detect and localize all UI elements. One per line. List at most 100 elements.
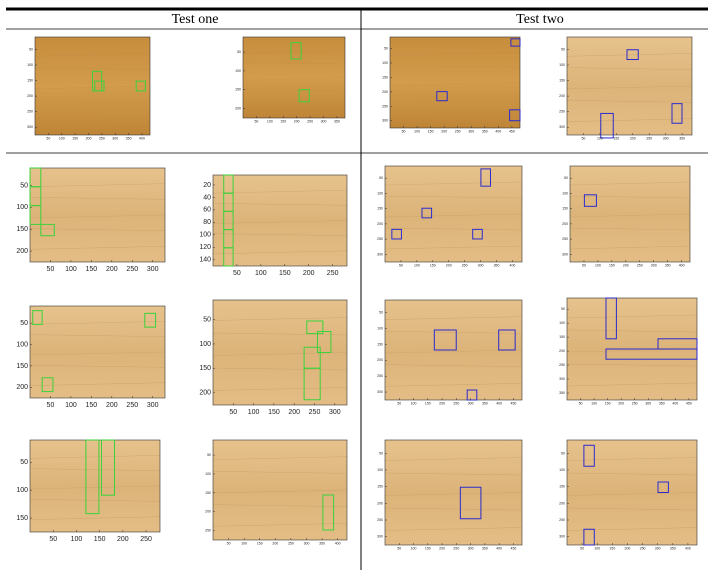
x-tick-label: 200 <box>288 409 300 416</box>
x-tick-label: 150 <box>279 270 291 277</box>
y-tick-label: 150 <box>559 335 565 339</box>
y-tick-label: 40 <box>203 194 211 201</box>
x-tick-label: 100 <box>595 263 601 267</box>
x-tick-label: 250 <box>640 546 646 550</box>
y-tick-label: 50 <box>561 307 565 311</box>
x-tick-label: 300 <box>663 136 669 140</box>
x-tick-label: 200 <box>441 129 447 133</box>
x-tick-label: 100 <box>65 266 77 273</box>
y-tick-label: 80 <box>203 219 211 226</box>
wood-image <box>385 440 522 545</box>
x-tick-label: 100 <box>411 546 417 550</box>
x-tick-label: 250 <box>462 263 468 267</box>
y-tick-label: 100 <box>377 326 383 330</box>
x-tick-label: 350 <box>126 136 132 140</box>
x-tick-label: 300 <box>112 136 118 140</box>
y-tick-label: 20 <box>203 182 211 189</box>
x-tick-label: 150 <box>609 546 615 550</box>
x-tick-label: 400 <box>496 401 502 405</box>
y-tick-label: 60 <box>203 207 211 214</box>
y-tick-label: 100 <box>235 69 241 73</box>
x-tick-label: 350 <box>494 263 500 267</box>
y-tick-label: 100 <box>205 472 211 476</box>
y-tick-label: 250 <box>205 528 211 532</box>
x-tick-label: 300 <box>147 266 159 273</box>
x-tick-label: 400 <box>672 401 678 405</box>
x-tick-label: 150 <box>280 119 286 123</box>
x-tick-label: 50 <box>582 263 586 267</box>
y-tick-label: 100 <box>199 232 211 239</box>
y-tick-label: 200 <box>235 107 241 111</box>
x-tick-label: 200 <box>439 401 445 405</box>
x-tick-label: 50 <box>49 536 57 543</box>
y-tick-label: 150 <box>199 365 211 372</box>
y-tick-label: 300 <box>377 390 383 394</box>
x-tick-label: 250 <box>309 409 321 416</box>
y-tick-label: 150 <box>377 207 383 211</box>
y-tick-label: 100 <box>377 468 383 472</box>
x-tick-label: 100 <box>411 401 417 405</box>
x-tick-label: 450 <box>511 401 517 405</box>
y-tick-label: 150 <box>382 75 388 79</box>
y-tick-label: 300 <box>559 535 565 539</box>
x-tick-label: 100 <box>59 136 65 140</box>
y-tick-label: 300 <box>377 252 383 256</box>
x-tick-label: 200 <box>623 263 629 267</box>
x-tick-label: 300 <box>468 546 474 550</box>
x-tick-label: 300 <box>147 402 159 409</box>
y-tick-label: 300 <box>559 377 565 381</box>
x-tick-label: 150 <box>430 263 436 267</box>
y-tick-label: 200 <box>27 94 33 98</box>
x-tick-label: 400 <box>685 546 691 550</box>
y-tick-label: 150 <box>16 363 28 370</box>
y-tick-label: 250 <box>377 374 383 378</box>
x-tick-label: 50 <box>581 136 585 140</box>
y-tick-label: 200 <box>559 349 565 353</box>
x-tick-label: 150 <box>94 536 106 543</box>
x-tick-label: 50 <box>579 401 583 405</box>
x-tick-label: 400 <box>679 263 685 267</box>
x-tick-label: 450 <box>686 401 692 405</box>
x-tick-label: 350 <box>319 541 325 545</box>
x-tick-label: 150 <box>428 129 434 133</box>
y-tick-label: 100 <box>16 204 28 211</box>
x-tick-label: 100 <box>594 546 600 550</box>
x-tick-label: 200 <box>618 401 624 405</box>
y-tick-label: 150 <box>562 207 568 211</box>
x-tick-label: 100 <box>414 263 420 267</box>
x-tick-label: 50 <box>254 119 258 123</box>
x-tick-label: 300 <box>655 546 661 550</box>
y-tick-label: 150 <box>559 78 565 82</box>
y-tick-label: 100 <box>199 341 211 348</box>
x-tick-label: 150 <box>72 136 78 140</box>
y-tick-label: 250 <box>559 110 565 114</box>
x-tick-label: 200 <box>630 136 636 140</box>
x-tick-label: 100 <box>591 401 597 405</box>
x-tick-label: 250 <box>288 541 294 545</box>
x-tick-label: 200 <box>117 536 129 543</box>
x-tick-label: 250 <box>637 263 643 267</box>
x-tick-label: 350 <box>679 136 685 140</box>
x-tick-label: 200 <box>294 119 300 123</box>
y-tick-label: 100 <box>559 468 565 472</box>
y-tick-label: 150 <box>27 78 33 82</box>
x-tick-label: 250 <box>140 536 152 543</box>
y-tick-label: 100 <box>377 191 383 195</box>
x-tick-label: 300 <box>468 401 474 405</box>
y-tick-label: 350 <box>559 391 565 395</box>
y-tick-label: 300 <box>562 252 568 256</box>
x-tick-label: 100 <box>241 541 247 545</box>
x-tick-label: 450 <box>511 546 517 550</box>
x-tick-label: 300 <box>329 409 341 416</box>
y-tick-label: 150 <box>235 88 241 92</box>
x-tick-label: 250 <box>453 401 459 405</box>
y-tick-label: 250 <box>559 518 565 522</box>
x-tick-label: 150 <box>425 546 431 550</box>
y-tick-label: 50 <box>237 50 241 54</box>
x-tick-label: 150 <box>86 402 98 409</box>
y-tick-label: 150 <box>559 485 565 489</box>
y-tick-label: 200 <box>559 501 565 505</box>
y-tick-label: 50 <box>564 176 568 180</box>
x-tick-label: 150 <box>605 401 611 405</box>
x-tick-label: 250 <box>646 136 652 140</box>
